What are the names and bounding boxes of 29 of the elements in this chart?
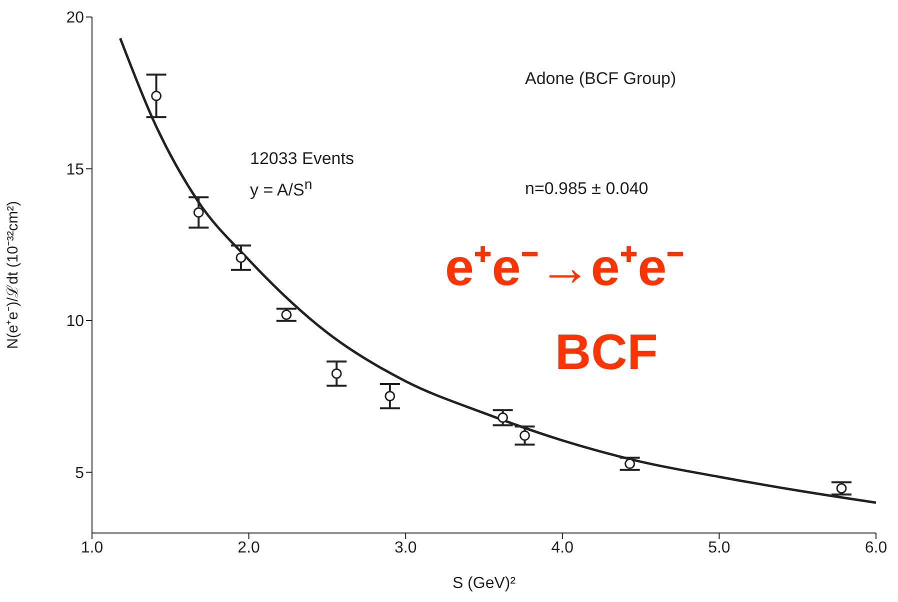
x-tick-label: 4.0 xyxy=(551,539,574,556)
annotation: y = A/S$^{n}$ xyxy=(250,177,312,200)
line-series xyxy=(118,36,876,504)
y-tick-label: 10 xyxy=(66,313,84,330)
point xyxy=(384,390,396,402)
y-tick-label: 5 xyxy=(75,464,84,482)
annotation: n=0.985 ± 0.040 xyxy=(525,179,648,199)
point xyxy=(193,207,204,218)
annotation: 12033 Events xyxy=(250,149,354,169)
point xyxy=(520,430,530,441)
point xyxy=(836,483,847,494)
annotation: Adone (BCF Group) xyxy=(525,69,676,89)
point xyxy=(236,252,246,263)
x-tick-label: 5.0 xyxy=(708,539,730,556)
point xyxy=(498,412,508,423)
x-tick-label: 6.0 xyxy=(864,539,888,556)
y-tick-label: 15 xyxy=(66,161,84,178)
point xyxy=(281,310,292,320)
annotation: BCF xyxy=(555,324,658,380)
annotation: e⁺e⁻→e⁺e⁻ xyxy=(445,239,685,298)
x-axis-title: S (GeV)² xyxy=(452,575,516,592)
x-tick-label: 2.0 xyxy=(238,539,260,556)
point xyxy=(624,458,636,470)
point xyxy=(331,368,342,379)
y-axis-title: N(e⁺e⁻)/ℒdt (10⁻³²cm²) xyxy=(4,200,22,350)
x-tick-label: 3.0 xyxy=(394,539,417,556)
point xyxy=(151,90,162,102)
y-tick-label: 20 xyxy=(66,10,84,27)
x-tick-label: 1.0 xyxy=(80,539,104,556)
